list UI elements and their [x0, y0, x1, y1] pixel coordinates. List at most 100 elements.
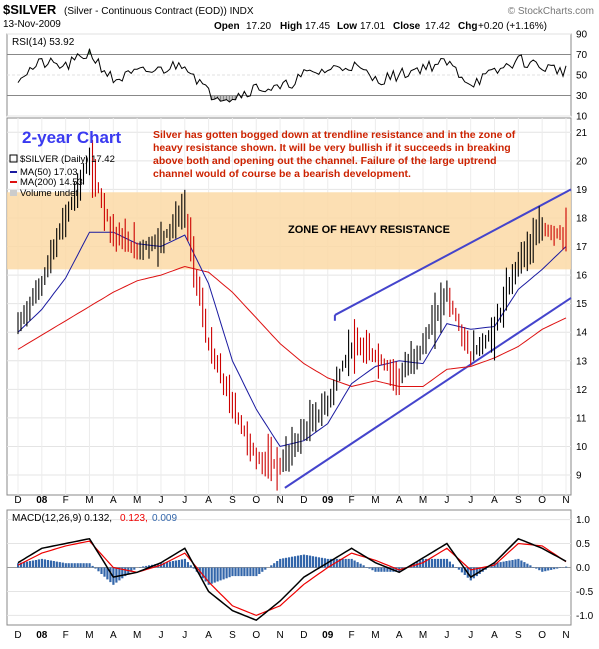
macd-hist-bar — [442, 558, 446, 568]
month-tick-label: J — [468, 630, 473, 641]
macd-hist-bar — [52, 561, 55, 568]
month-tick-label: N — [276, 630, 283, 641]
macd-hist-bar — [389, 567, 392, 572]
chg-value: +0.20 (+1.16%) — [478, 21, 547, 32]
macd-hist-bar — [165, 562, 169, 568]
macd-hist-bar — [124, 567, 127, 577]
price-tick-label: 13 — [576, 356, 588, 367]
macd-hist-bar — [445, 558, 449, 568]
macd-hist-bar — [82, 563, 85, 568]
macd-hist-bar — [261, 567, 264, 572]
month-axis-upper: D 08 F M A M J J A S O N D 09 F M A M J J A S O N — [14, 495, 569, 506]
macd-hist-bar — [514, 559, 517, 568]
price-tick-label: 9 — [576, 471, 582, 482]
month-tick-label: J — [444, 495, 449, 506]
month-tick-label: 08 — [36, 630, 48, 641]
open-value: 17.20 — [246, 21, 271, 32]
macd-hist-bar — [183, 558, 186, 568]
month-tick-label: N — [276, 495, 283, 506]
macd-hist-bar — [186, 562, 189, 568]
symbol-title: $SILVER — [3, 2, 57, 17]
macd-hist-bar — [171, 561, 175, 568]
month-tick-label: J — [444, 630, 449, 641]
month-tick-label: O — [252, 630, 260, 641]
month-tick-label: A — [491, 630, 498, 641]
macd-tick-label: 1.0 — [576, 515, 590, 526]
zone-label: ZONE OF HEAVY RESISTANCE — [288, 224, 450, 236]
macd-hist-bar — [43, 559, 46, 568]
macd-hist-bar — [192, 567, 195, 569]
chart-date: 13-Nov-2009 — [3, 19, 61, 30]
macd-hist-bar — [532, 567, 535, 568]
macd-hist-bar — [285, 557, 288, 568]
symbol-description: (Silver - Continuous Contract (EOD)) IND… — [64, 6, 254, 17]
macd-hist-bar — [520, 560, 523, 568]
close-value: 17.42 — [425, 21, 450, 32]
chart-title: 2-year Chart — [22, 128, 122, 147]
month-tick-label: A — [110, 630, 117, 641]
commentary: Silver has gotten bogged down at trendli… — [153, 129, 516, 180]
macd-hist-bar — [139, 567, 142, 568]
macd-hist-bar — [380, 567, 383, 572]
macd-label-hist: 0.009 — [152, 513, 177, 524]
macd-tick-label: 0.5 — [576, 539, 590, 550]
macd-hist-bar — [374, 567, 377, 572]
macd-hist-bar — [460, 567, 463, 573]
macd-signal-line — [17, 540, 567, 617]
open-label: Open — [214, 21, 240, 32]
macd-hist-bar — [496, 562, 499, 568]
macd-hist-bar — [231, 567, 234, 577]
month-tick-label: A — [205, 630, 212, 641]
macd-hist-bar — [201, 567, 204, 579]
macd-hist-bar — [526, 563, 529, 568]
macd-hist-bar — [180, 559, 183, 568]
macd-hist-bar — [91, 565, 94, 568]
price-tick-label: 18 — [576, 213, 588, 224]
macd-hist-bar — [505, 561, 508, 568]
price-tick-label: 11 — [576, 413, 587, 424]
macd-hist-bar — [61, 562, 64, 568]
month-tick-label: D — [14, 495, 21, 506]
macd-hist-bar — [463, 567, 466, 575]
month-tick-label: D — [14, 630, 21, 641]
month-tick-label: S — [229, 630, 236, 641]
month-tick-label: M — [85, 630, 93, 641]
month-tick-label: A — [205, 495, 212, 506]
macd-hist-bar — [529, 565, 532, 568]
macd-hist-bar — [356, 562, 359, 568]
macd-hist-bar — [478, 567, 481, 574]
price-tick-label: 14 — [576, 328, 588, 339]
macd-hist-bar — [168, 561, 172, 568]
macd-hist-bar — [67, 563, 70, 568]
macd-hist-bar — [371, 567, 374, 571]
month-tick-label: F — [63, 495, 69, 506]
macd-hist-bar — [338, 558, 341, 568]
macd-hist-bar — [297, 555, 300, 568]
month-tick-label: 09 — [322, 495, 334, 506]
macd-hist-bar — [276, 561, 279, 568]
month-tick-label: O — [538, 495, 546, 506]
macd-hist-bar — [258, 567, 261, 574]
month-tick-label: D — [300, 495, 307, 506]
macd-hist-bar — [20, 562, 23, 568]
macd-hist-bar — [216, 567, 219, 582]
low-value: 17.01 — [360, 21, 385, 32]
macd-hist-bar — [425, 558, 428, 568]
month-tick-label: M — [371, 630, 379, 641]
macd-hist-bar — [344, 558, 347, 568]
macd-hist-bar — [23, 562, 26, 568]
month-tick-label: O — [538, 630, 546, 641]
price-tick-label: 12 — [576, 385, 588, 396]
rsi-tick-label: 70 — [576, 50, 588, 61]
macd-hist-bar — [448, 561, 451, 568]
macd-hist-bar — [174, 560, 177, 568]
macd-hist-bar — [46, 560, 49, 568]
month-tick-label: J — [468, 495, 473, 506]
macd-hist-bar — [279, 558, 282, 568]
macd-hist-bar — [314, 556, 317, 568]
macd-hist-bar — [547, 567, 550, 571]
macd-label: MACD(12,26,9) 0.132, 0.123, 0.009 — [12, 513, 177, 524]
macd-hist-bar — [439, 558, 443, 568]
macd-hist-bar — [64, 563, 67, 568]
macd-hist-bar — [291, 556, 294, 568]
